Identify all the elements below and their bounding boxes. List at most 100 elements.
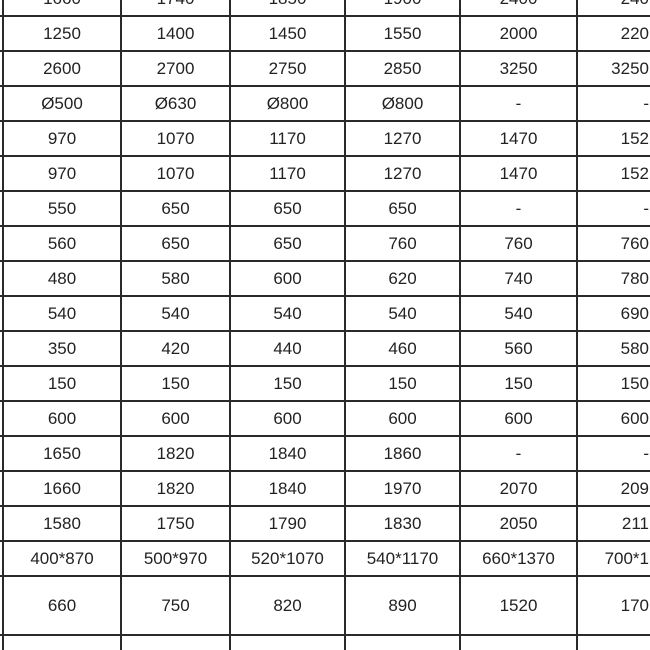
table-cell: - bbox=[515, 443, 522, 463]
row-divider bbox=[0, 120, 650, 122]
row-divider bbox=[0, 400, 650, 402]
table-cell: 2850 bbox=[383, 58, 422, 78]
table-cell: 560 bbox=[47, 233, 77, 253]
table-cell: 2000 bbox=[499, 23, 538, 43]
table-cell: 740 bbox=[504, 268, 533, 288]
column-divider bbox=[576, 0, 578, 650]
row-divider bbox=[0, 260, 650, 262]
table-cell: 1740 bbox=[121, 0, 230, 16]
row-divider bbox=[0, 505, 650, 507]
table-cell: 440 bbox=[273, 338, 302, 358]
table-cell: 760 bbox=[388, 233, 417, 253]
table-cell: - bbox=[643, 443, 649, 463]
table-cell: 600 bbox=[161, 408, 190, 428]
table-cell: 150 bbox=[161, 373, 190, 393]
table-cell: 650 bbox=[161, 233, 190, 253]
table-cell: 760 bbox=[504, 233, 533, 253]
table-cell: 3250 bbox=[499, 58, 538, 78]
table-cell: 1860 bbox=[383, 443, 422, 463]
table-cell: 3250 bbox=[611, 58, 649, 78]
table-cell: 1970 bbox=[383, 478, 422, 498]
table-cell: 540 bbox=[273, 303, 302, 323]
table-cell: 1850 bbox=[230, 0, 345, 16]
table-cell: - bbox=[643, 93, 649, 113]
table-cell: 150 bbox=[273, 373, 302, 393]
row-divider bbox=[0, 50, 650, 52]
table-cell: 540 bbox=[47, 303, 77, 323]
table-cell: 540 bbox=[388, 303, 417, 323]
row-divider bbox=[0, 575, 650, 577]
column-divider bbox=[2, 0, 4, 650]
table-cell: 460 bbox=[388, 338, 417, 358]
table-cell: 970 bbox=[47, 128, 77, 148]
table-cell: 1170 bbox=[269, 163, 306, 183]
table-cell: 540*1170 bbox=[366, 548, 439, 568]
table-cell: 820 bbox=[273, 595, 302, 615]
table-cell: 2600 bbox=[43, 58, 81, 78]
table-cell: 2050 bbox=[499, 513, 538, 533]
table-cell: 170 bbox=[620, 595, 649, 615]
table-cell: Ø630 bbox=[154, 93, 197, 113]
table-cell: 480 bbox=[47, 268, 77, 288]
table-cell: 2750 bbox=[268, 58, 307, 78]
table-cell: 540 bbox=[504, 303, 533, 323]
table-cell: Ø500 bbox=[41, 93, 83, 113]
table-cell: 760 bbox=[620, 233, 649, 253]
table-cell: 540 bbox=[161, 303, 190, 323]
table-cell: 1840 bbox=[268, 443, 307, 463]
row-divider bbox=[0, 435, 650, 437]
table-cell: 150 bbox=[620, 373, 649, 393]
table-cell: 500*970 bbox=[143, 548, 208, 568]
table-cell: 1270 bbox=[383, 163, 422, 183]
table-cell: 520*1070 bbox=[251, 548, 324, 568]
row-divider bbox=[0, 540, 650, 542]
table-cell: 600 bbox=[47, 408, 77, 428]
row-divider bbox=[0, 85, 650, 87]
table-cell bbox=[577, 635, 650, 650]
table-cell: - bbox=[515, 198, 522, 218]
table-cell: Ø800 bbox=[381, 93, 424, 113]
table-cell: 780 bbox=[620, 268, 649, 288]
table-cell: 970 bbox=[47, 163, 77, 183]
table-cell: - bbox=[515, 93, 522, 113]
table-cell bbox=[345, 635, 460, 650]
table-cell bbox=[230, 635, 345, 650]
table-cell: 1250 bbox=[43, 23, 81, 43]
table-cell bbox=[121, 635, 230, 650]
table-cell: 650 bbox=[273, 233, 302, 253]
table-cell: Ø800 bbox=[266, 93, 309, 113]
table-cell: 209 bbox=[620, 478, 649, 498]
table-cell: 1520 bbox=[499, 595, 538, 615]
column-divider bbox=[120, 0, 122, 650]
column-divider bbox=[229, 0, 231, 650]
table-cell: 152 bbox=[620, 163, 649, 183]
table-cell: 1400 bbox=[156, 23, 195, 43]
table-cell: 240 bbox=[577, 0, 650, 16]
row-divider bbox=[0, 190, 650, 192]
table-cell: 1900 bbox=[345, 0, 460, 16]
table-cell: 2070 bbox=[499, 478, 538, 498]
table-cell: 550 bbox=[47, 198, 77, 218]
table-cell: 600 bbox=[620, 408, 649, 428]
table-cell: 2700 bbox=[156, 58, 195, 78]
table-cell: 1580 bbox=[43, 513, 81, 533]
table-cell: 150 bbox=[504, 373, 533, 393]
table-cell: 152 bbox=[620, 128, 649, 148]
table-cell: 700*1 bbox=[604, 548, 649, 568]
row-divider bbox=[0, 470, 650, 472]
table-cell: 580 bbox=[620, 338, 649, 358]
table-cell: 650 bbox=[273, 198, 302, 218]
table-cell: 620 bbox=[388, 268, 417, 288]
table-cell bbox=[3, 635, 121, 650]
table-cell: 350 bbox=[47, 338, 77, 358]
table-cell: 600 bbox=[273, 408, 302, 428]
table-cell: 420 bbox=[161, 338, 190, 358]
table-cell: - bbox=[643, 198, 649, 218]
table-cell: 1840 bbox=[268, 478, 307, 498]
table-cell: 650 bbox=[161, 198, 190, 218]
table-cell: 600 bbox=[388, 408, 417, 428]
table-cell: 220 bbox=[620, 23, 649, 43]
table-cell: 1650 bbox=[43, 443, 81, 463]
table-cell: 150 bbox=[388, 373, 417, 393]
